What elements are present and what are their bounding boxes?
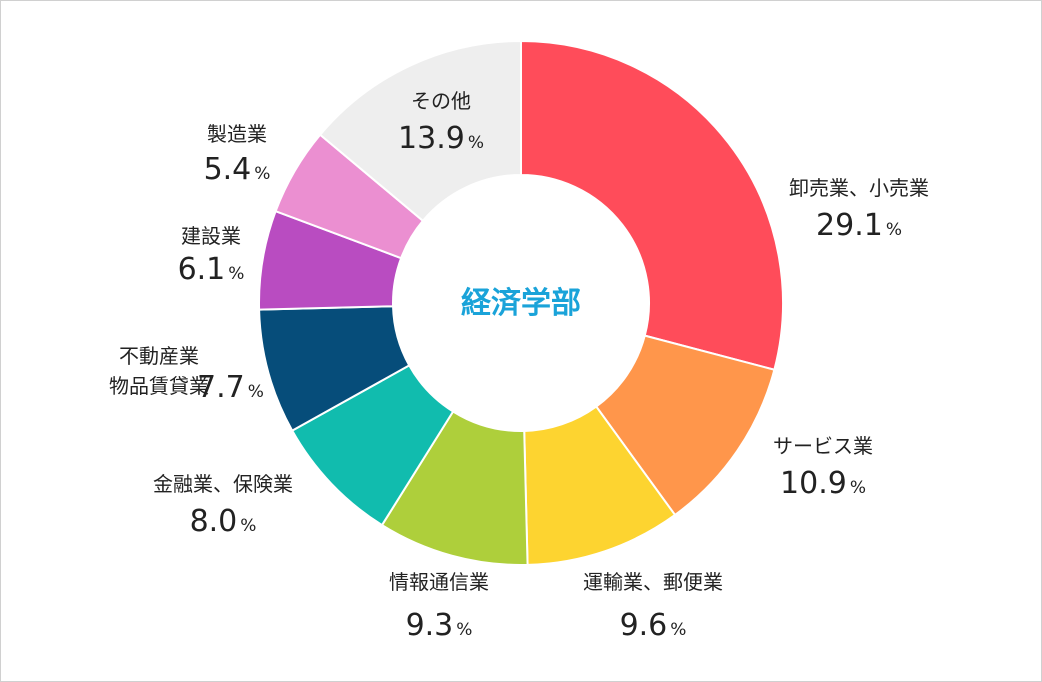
slice-value-label: 29.1%: [816, 208, 902, 243]
slice-0: [520, 39, 784, 371]
slice-label-name: 製造業: [207, 122, 267, 146]
slice-label-3: 情報通信業 9.3%: [389, 570, 489, 643]
slice-label-1: サービス業 10.9%: [773, 434, 873, 501]
slice-value-label: 9.3%: [406, 608, 473, 643]
slice-label-8: その他 13.9%: [398, 89, 484, 156]
slice-label-name: 運輸業、郵便業: [583, 570, 723, 594]
slice-label-name: 建設業: [181, 224, 241, 248]
slice-label-name: 情報通信業: [389, 570, 489, 594]
slice-value-label: 10.9%: [780, 466, 866, 501]
slice-label-2: 運輸業、郵便業 9.6%: [583, 570, 723, 643]
slice-label-4: 金融業、保険業 8.0%: [153, 472, 293, 539]
slice-label-name: サービス業: [773, 434, 873, 458]
slice-value-label: 9.6%: [620, 608, 687, 643]
slice-label-6: 建設業 6.1%: [178, 224, 245, 287]
slice-8: [318, 39, 522, 223]
slice-label-name: その他: [411, 89, 471, 113]
slice-label-name: 卸売業、小売業: [789, 176, 929, 200]
slice-label-0: 卸売業、小売業 29.1%: [789, 176, 929, 243]
slice-value-label: 8.0%: [190, 504, 257, 539]
slice-labels: 卸売業、小売業 29.1 % サービス業 10.9 % 運輸業、郵便業 9.6 % 情報通信業 9.…: [109, 89, 929, 643]
slice-label-name: 不動産業: [119, 344, 199, 368]
slice-value-label: 6.1%: [178, 252, 245, 287]
slice-label-7: 製造業 5.4%: [204, 122, 271, 187]
slice-value-label: 5.4%: [204, 152, 271, 187]
slice-label-name: 金融業、保険業: [153, 472, 293, 496]
donut-slices: [258, 39, 784, 566]
chart-title: 経済学部: [461, 286, 581, 321]
slice-value-label: 13.9%: [398, 121, 484, 156]
slice-value-label: 7.7%: [197, 370, 264, 405]
slice-label-name: 物品賃貸業: [109, 374, 209, 398]
